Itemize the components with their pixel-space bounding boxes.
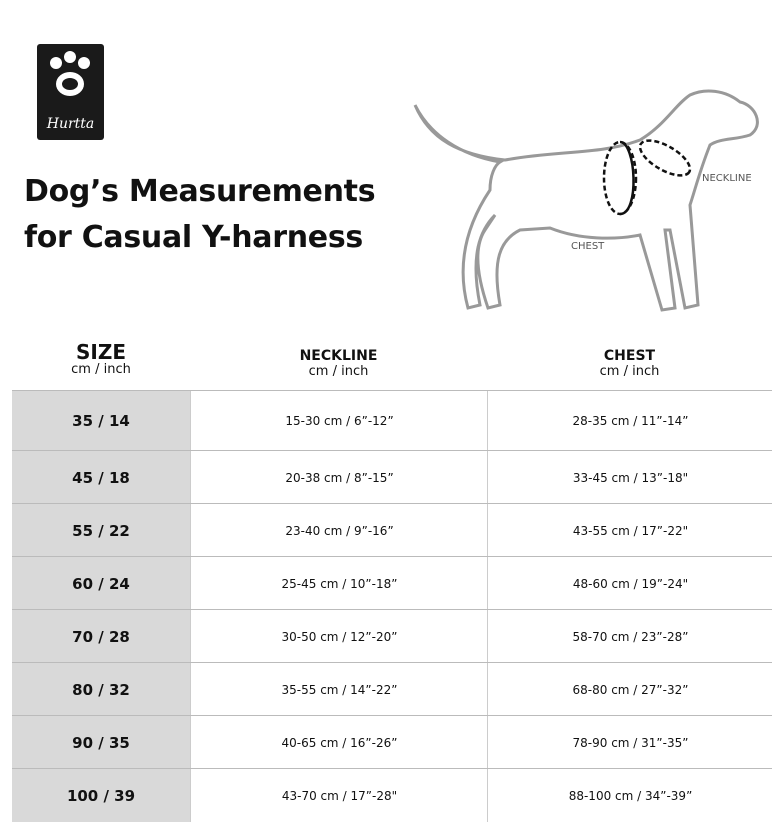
table-cell: 70 / 28 (12, 610, 190, 663)
table-row: 55 / 22 23-40 cm / 9”-16” 43-55 cm / 17”-2… (12, 503, 772, 557)
table-cell: 15-30 cm / 6”-12” (190, 391, 488, 451)
table-cell: 90 / 35 (12, 716, 190, 769)
column-header: SIZE cm / inch (12, 338, 190, 394)
column-title: CHEST (603, 348, 656, 364)
table-cell: 33-45 cm / 13”-18" (487, 451, 773, 504)
table-row: 100 / 39 43-70 cm / 17”-28" 88-100 cm / 34… (12, 768, 772, 822)
table-cell: 28-35 cm / 11”-14” (487, 391, 773, 451)
table-cell: 30-50 cm / 12”-20” (190, 610, 488, 663)
paw-icon (50, 51, 90, 96)
table-row: 35 / 14 15-30 cm / 6”-12” 28-35 cm / 11”-1… (12, 390, 772, 451)
table-row: 70 / 28 30-50 cm / 12”-20” 58-70 cm / 23”-… (12, 609, 772, 663)
table-row: 80 / 32 35-55 cm / 14”-22” 68-80 cm / 27”-… (12, 662, 772, 716)
table-row: 60 / 24 25-45 cm / 10”-18” 48-60 cm / 19”-… (12, 556, 772, 610)
table-cell: 68-80 cm / 27”-32” (487, 663, 773, 716)
table-cell: 48-60 cm / 19”-24" (487, 557, 773, 610)
title-line: Dog’s Measurements (24, 174, 376, 209)
table-cell: 35-55 cm / 14”-22” (190, 663, 488, 716)
table-cell: 80 / 32 (12, 663, 190, 716)
column-title: NECKLINE (299, 348, 378, 364)
table-cell: 78-90 cm / 31”-35” (487, 716, 773, 769)
dog-diagram: NECKLINE CHEST (413, 89, 759, 312)
table-cell: 23-40 cm / 9”-16” (190, 504, 488, 557)
column-unit: cm / inch (599, 364, 660, 379)
table-cell: 55 / 22 (12, 504, 190, 557)
title-line: for Casual Y-harness (24, 220, 363, 255)
chest-label: CHEST (571, 241, 605, 252)
table-cell: 40-65 cm / 16”-26” (190, 716, 488, 769)
logo: Hurtta (37, 44, 104, 140)
column-title: SIZE (75, 340, 126, 364)
table-cell: 35 / 14 (12, 391, 190, 451)
table-cell: 43-70 cm / 17”-28" (190, 769, 488, 822)
table-cell: 60 / 24 (12, 557, 190, 610)
table-cell: 100 / 39 (12, 769, 190, 822)
column-header: CHEST cm / inch (487, 338, 772, 400)
table-cell: 25-45 cm / 10”-18” (190, 557, 488, 610)
column-header: NECKLINE cm / inch (190, 338, 487, 400)
logo-text: Hurtta (46, 116, 95, 132)
column-unit: cm / inch (71, 362, 131, 377)
column-unit: cm / inch (308, 364, 369, 379)
table-row: 45 / 18 20-38 cm / 8”-15” 33-45 cm / 13”-1… (12, 450, 772, 504)
table-row: 90 / 35 40-65 cm / 16”-26” 78-90 cm / 31”-… (12, 715, 772, 769)
table-cell: 58-70 cm / 23”-28” (487, 610, 773, 663)
table-cell: 43-55 cm / 17”-22" (487, 504, 773, 557)
table-cell: 20-38 cm / 8”-15” (190, 451, 488, 504)
neckline-label: NECKLINE (702, 173, 752, 184)
table-cell: 45 / 18 (12, 451, 190, 504)
table-cell: 88-100 cm / 34”-39” (487, 769, 773, 822)
